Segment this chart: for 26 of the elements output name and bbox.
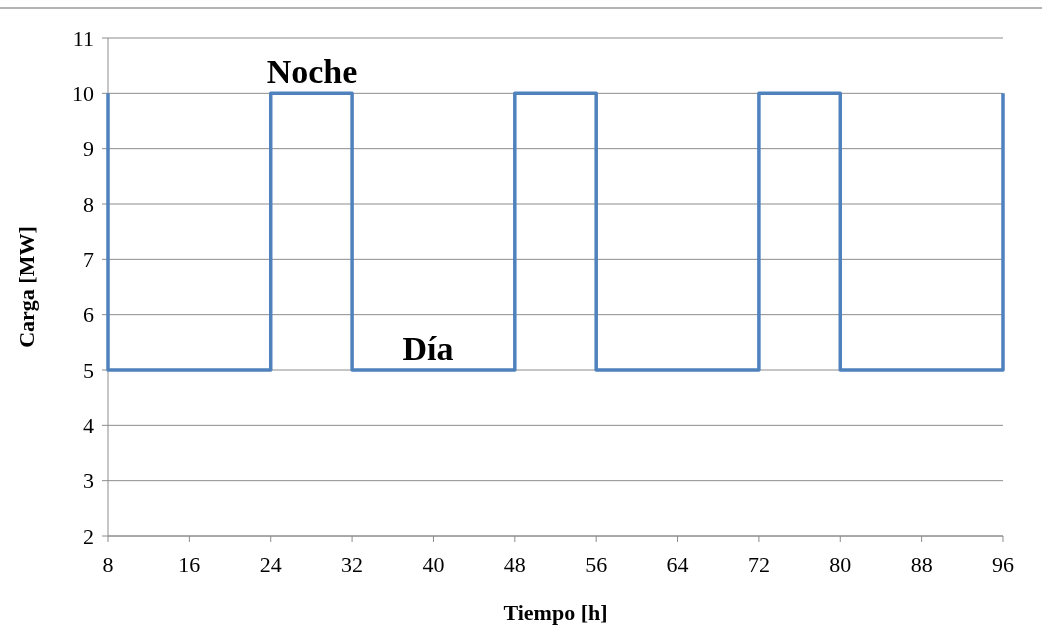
x-tick-label: 40 <box>422 552 445 577</box>
x-tick-label: 72 <box>747 552 770 577</box>
x-tick-label: 24 <box>259 552 282 577</box>
y-tick-label: 4 <box>83 413 94 439</box>
x-tick-label: 8 <box>102 552 114 577</box>
x-tick-label: 56 <box>585 552 608 577</box>
annotation: Día <box>402 330 454 367</box>
y-tick-label: 8 <box>83 191 94 217</box>
y-tick-label: 9 <box>83 136 94 162</box>
y-axis-title: Carga [MW] <box>14 226 39 348</box>
y-tick-label: 3 <box>83 468 94 494</box>
x-tick-label: 16 <box>178 552 201 577</box>
x-axis-title: Tiempo [h] <box>503 600 608 625</box>
y-tick-label: 11 <box>72 25 94 51</box>
x-tick-label: 88 <box>910 552 933 577</box>
annotation: Noche <box>266 53 358 90</box>
y-tick-label: 10 <box>72 81 94 107</box>
x-tick-label: 80 <box>829 552 852 577</box>
y-tick-label: 5 <box>83 357 94 383</box>
x-tick-label: 96 <box>992 552 1014 577</box>
x-tick-label: 64 <box>666 552 689 577</box>
y-tick-label: 2 <box>83 523 94 549</box>
x-tick-label: 32 <box>341 552 364 577</box>
x-tick-label: 48 <box>503 552 526 577</box>
y-tick-label: 7 <box>83 247 94 273</box>
y-tick-label: 6 <box>83 302 94 328</box>
